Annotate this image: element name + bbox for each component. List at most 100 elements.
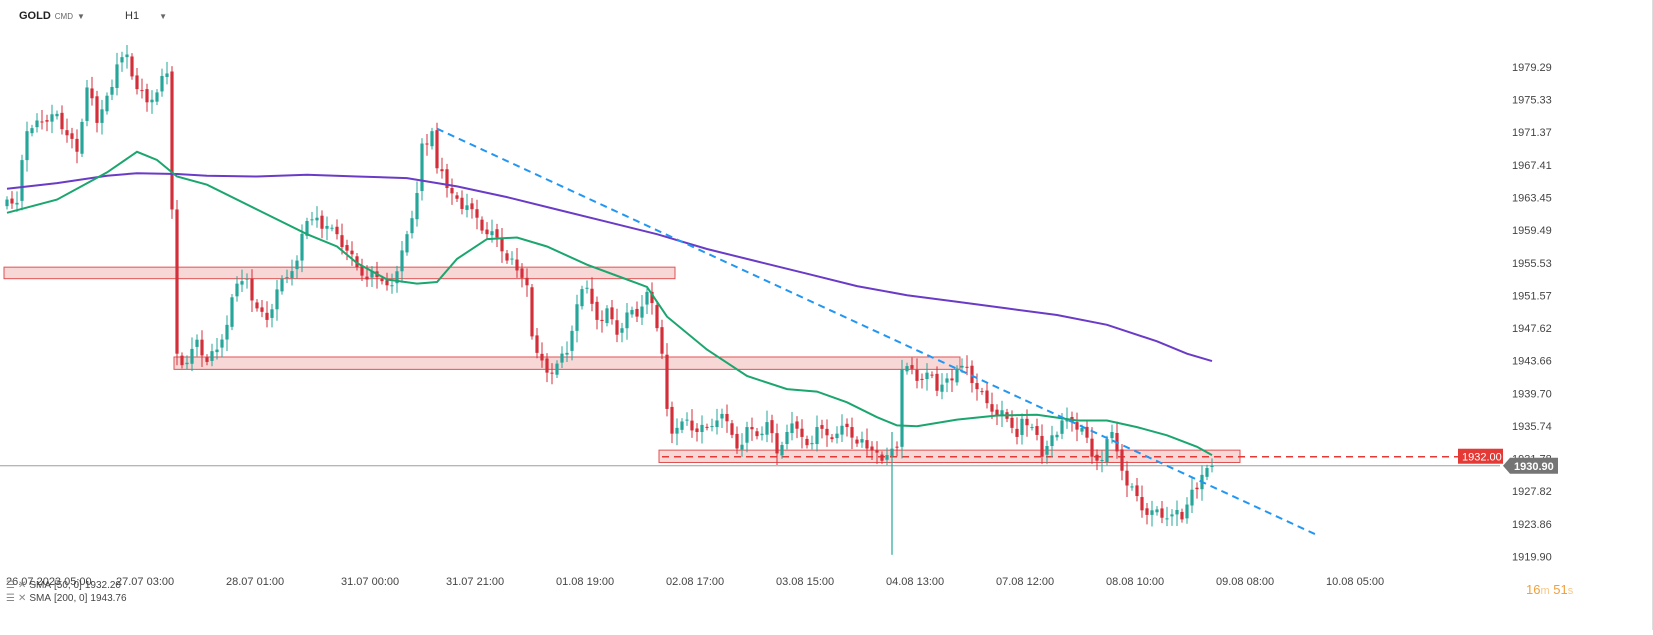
candle-body bbox=[835, 433, 839, 439]
candle-body bbox=[250, 278, 254, 301]
candle-body bbox=[815, 427, 819, 445]
candle-body bbox=[985, 390, 989, 404]
y-tick-label: 1935.74 bbox=[1512, 421, 1552, 433]
countdown-min-unit: m bbox=[1540, 585, 1550, 597]
candle-body bbox=[1205, 468, 1209, 477]
candle-body bbox=[360, 266, 364, 276]
candle-body bbox=[460, 197, 464, 209]
trendline[interactable] bbox=[436, 127, 1318, 536]
candle-body bbox=[895, 446, 899, 448]
countdown-minutes: 16 bbox=[1526, 582, 1541, 597]
close-icon[interactable]: ✕ bbox=[17, 580, 27, 591]
candle-body bbox=[575, 304, 579, 331]
y-tick-label: 1927.82 bbox=[1512, 486, 1552, 498]
candle-body bbox=[255, 302, 259, 309]
candle-body bbox=[235, 283, 239, 297]
settings-icon[interactable]: ☰ bbox=[6, 580, 15, 591]
candle-body bbox=[590, 288, 594, 304]
candle-body bbox=[845, 423, 849, 428]
candle-body bbox=[1210, 465, 1214, 468]
candle-body bbox=[190, 348, 194, 364]
timeframe-selector[interactable]: H1 ▼ bbox=[125, 10, 167, 22]
candle-body bbox=[520, 268, 524, 278]
y-tick-label: 1967.41 bbox=[1512, 160, 1552, 172]
candle-body bbox=[1020, 418, 1024, 435]
symbol-type: CMD bbox=[54, 11, 73, 21]
candle-body bbox=[410, 218, 414, 234]
y-tick-label: 1979.29 bbox=[1512, 62, 1552, 74]
candle-body bbox=[650, 291, 654, 304]
candle-countdown: 16m 51s bbox=[1526, 582, 1573, 597]
candle-body bbox=[150, 99, 154, 103]
candle-body bbox=[600, 319, 604, 322]
candle-body bbox=[45, 120, 49, 122]
close-icon[interactable]: ✕ bbox=[17, 593, 27, 604]
candle-body bbox=[870, 446, 874, 451]
candle-body bbox=[1160, 508, 1164, 518]
candle-body bbox=[990, 404, 994, 412]
candle-body bbox=[1140, 497, 1144, 511]
candle-body bbox=[865, 440, 869, 449]
candle-body bbox=[785, 432, 789, 445]
candle-body bbox=[780, 445, 784, 456]
candle-body bbox=[580, 289, 584, 307]
y-tick-label: 1923.86 bbox=[1512, 519, 1552, 531]
candle-body bbox=[1185, 504, 1189, 519]
candle-body bbox=[35, 120, 39, 128]
candle-body bbox=[1105, 439, 1109, 463]
x-tick-label: 28.07 01:00 bbox=[226, 576, 284, 588]
candle-body bbox=[1135, 485, 1139, 497]
x-tick-label: 09.08 08:00 bbox=[1216, 576, 1274, 588]
candle-body bbox=[1025, 418, 1029, 426]
candle-body bbox=[570, 330, 574, 351]
candle-body bbox=[1030, 427, 1034, 429]
candle-body bbox=[1110, 432, 1114, 439]
candle-body bbox=[585, 287, 589, 289]
sma50-line[interactable] bbox=[6, 150, 1213, 456]
candle-body bbox=[1100, 460, 1104, 462]
candle-body bbox=[690, 420, 694, 431]
candle-body bbox=[505, 253, 509, 261]
candle-body bbox=[640, 306, 644, 318]
candle-body bbox=[935, 373, 939, 391]
candle-body bbox=[1090, 438, 1094, 457]
candle-body bbox=[840, 425, 844, 435]
candle-body bbox=[765, 422, 769, 435]
candle-body bbox=[335, 226, 339, 235]
candle-body bbox=[290, 271, 294, 279]
legend-sma50: ☰ ✕ SMA [50, 0] 1932.20 bbox=[6, 580, 121, 591]
candle-body bbox=[110, 86, 114, 95]
sma200-line[interactable] bbox=[6, 172, 1213, 363]
candle-body bbox=[905, 366, 909, 372]
candle-body bbox=[495, 229, 499, 238]
candle-body bbox=[925, 372, 929, 380]
settings-icon[interactable]: ☰ bbox=[6, 593, 15, 604]
symbol-name: GOLD bbox=[19, 10, 51, 22]
candle-body bbox=[540, 353, 544, 361]
candle-body bbox=[330, 227, 334, 229]
candle-body bbox=[1190, 489, 1194, 506]
candle-body bbox=[680, 421, 684, 430]
candle-body bbox=[1065, 418, 1069, 422]
candle-body bbox=[215, 349, 219, 353]
candle-body bbox=[345, 245, 349, 251]
candle-body bbox=[760, 433, 764, 436]
candle-body bbox=[710, 426, 714, 428]
candle-body bbox=[1195, 487, 1199, 490]
candle-body bbox=[750, 427, 754, 430]
candle-body bbox=[790, 423, 794, 433]
y-tick-label: 1939.70 bbox=[1512, 388, 1552, 400]
symbol-selector[interactable]: GOLD CMD ▼ bbox=[19, 10, 85, 22]
candle-body bbox=[130, 56, 134, 77]
candle-body bbox=[475, 209, 479, 218]
y-tick-label: 1947.62 bbox=[1512, 323, 1552, 335]
candle-body bbox=[470, 203, 474, 210]
candle-body bbox=[1130, 486, 1134, 488]
candle-body bbox=[1035, 426, 1039, 435]
candle-body bbox=[1150, 510, 1154, 515]
candle-body bbox=[1060, 420, 1064, 434]
candle-body bbox=[205, 357, 209, 362]
resistance-zone-1[interactable] bbox=[3, 266, 676, 280]
